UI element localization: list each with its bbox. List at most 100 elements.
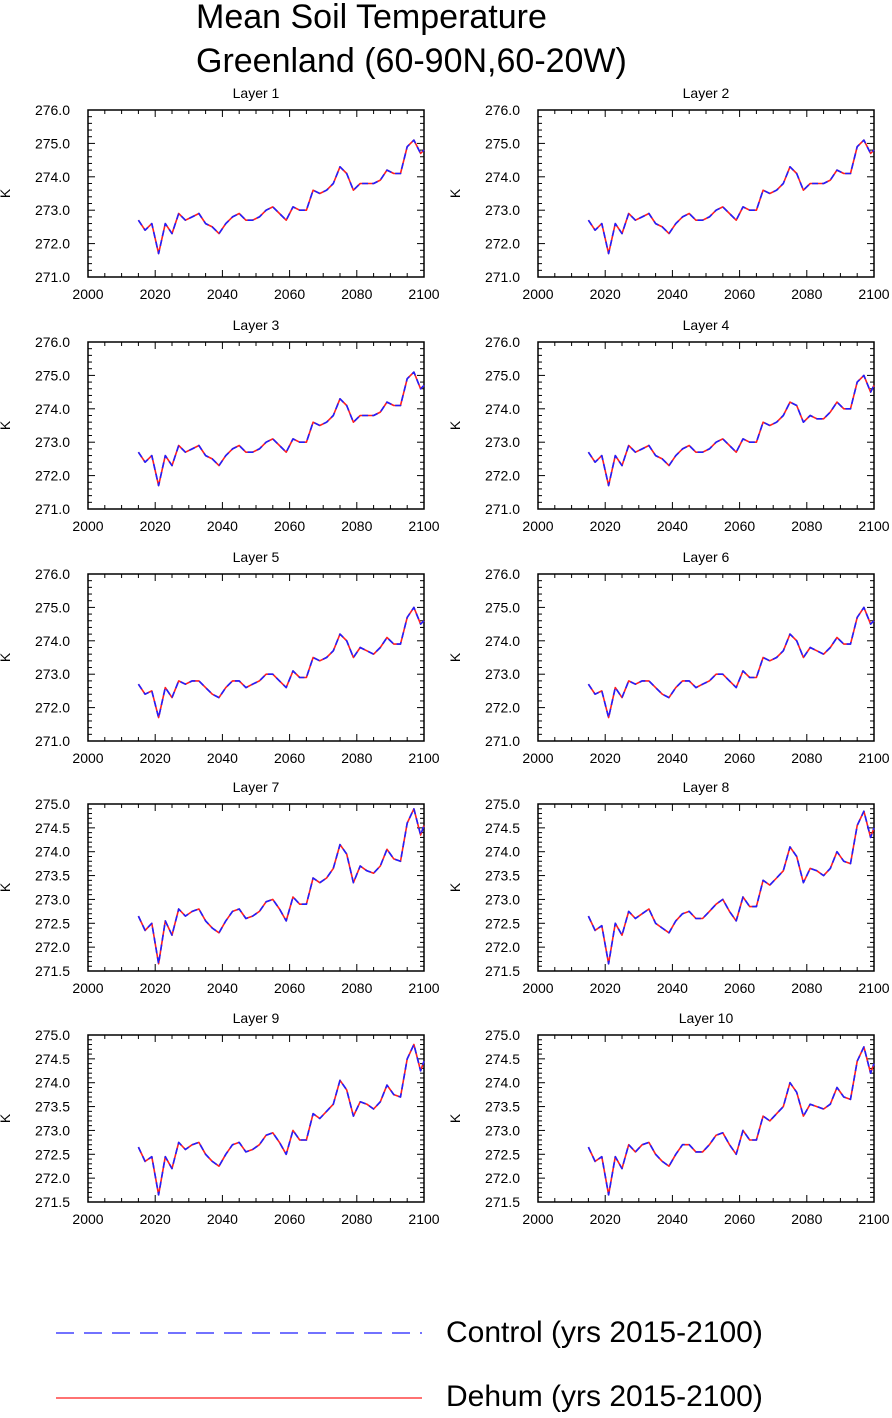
series-dehum-line: [587, 139, 875, 255]
y-tick-label: 274.0: [485, 633, 520, 649]
series-control-line: [137, 1043, 425, 1196]
y-tick-label: 273.0: [35, 666, 70, 682]
panel-title: Layer 3: [233, 317, 280, 333]
x-tick-label: 2020: [590, 286, 621, 302]
series-dehum-line: [137, 807, 425, 965]
layer-panel-4: Layer 4 K 2000 2020 2040 2060 2080 2100 271.0 272…: [447, 317, 890, 534]
figure-title-line-1: Mean Soil Temperature: [196, 0, 547, 36]
y-tick-label: 275.0: [485, 796, 520, 812]
y-tick-label: 275.0: [485, 367, 520, 383]
y-tick-label: 274.0: [485, 844, 520, 860]
x-tick-label: 2020: [140, 980, 171, 996]
x-tick-label: 2100: [858, 518, 889, 534]
y-tick-label: 274.0: [485, 169, 520, 185]
series-dehum-line: [587, 810, 875, 965]
y-tick-label: 274.0: [485, 1075, 520, 1091]
x-tick-label: 2000: [72, 1211, 103, 1227]
y-tick-label: 271.0: [485, 733, 520, 749]
panel-title: Layer 1: [233, 85, 280, 101]
x-tick-label: 2000: [522, 750, 553, 766]
series-dehum-line: [137, 371, 425, 487]
x-tick-label: 2040: [657, 1211, 688, 1227]
y-tick-label: 272.0: [485, 468, 520, 484]
x-tick-label: 2060: [724, 286, 755, 302]
y-tick-label: 272.0: [35, 468, 70, 484]
y-tick-label: 271.0: [485, 501, 520, 517]
y-tick-label: 273.5: [35, 1099, 70, 1115]
series-dehum-line: [587, 374, 875, 487]
plot-frame: [87, 1034, 425, 1203]
layer-panel-6: Layer 6 K 2000 2020 2040 2060 2080 2100 271.0 272…: [447, 549, 890, 766]
y-tick-label: 274.0: [485, 401, 520, 417]
y-tick-label: 271.5: [485, 963, 520, 979]
x-tick-label: 2000: [72, 750, 103, 766]
y-axis-label: K: [447, 1113, 463, 1123]
x-tick-label: 2000: [522, 1211, 553, 1227]
plot-frame: [537, 1034, 875, 1203]
y-tick-label: 272.0: [35, 1170, 70, 1186]
x-tick-label: 2060: [724, 750, 755, 766]
layer-panel-9: Layer 9 K 2000 2020 2040 2060 2080 2100 271.5 272…: [0, 1010, 440, 1227]
panel-title: Layer 5: [233, 549, 280, 565]
y-tick-label: 274.0: [35, 169, 70, 185]
x-tick-label: 2060: [274, 1211, 305, 1227]
legend-control-swatch: [56, 1332, 422, 1334]
x-tick-label: 2020: [140, 1211, 171, 1227]
x-tick-label: 2080: [791, 1211, 822, 1227]
panel-title: Layer 6: [683, 549, 730, 565]
x-tick-label: 2080: [791, 286, 822, 302]
y-tick-label: 274.5: [35, 1051, 70, 1067]
y-axis-label: K: [0, 420, 13, 430]
y-tick-label: 275.0: [35, 367, 70, 383]
y-tick-label: 272.0: [35, 700, 70, 716]
x-tick-label: 2040: [657, 286, 688, 302]
panel-title: Layer 7: [233, 779, 280, 795]
series-control-line: [137, 606, 425, 719]
x-tick-label: 2100: [858, 750, 889, 766]
x-tick-label: 2060: [274, 286, 305, 302]
y-tick-label: 272.5: [485, 915, 520, 931]
panel-title: Layer 2: [683, 85, 730, 101]
x-tick-label: 2080: [791, 750, 822, 766]
x-tick-label: 2040: [657, 518, 688, 534]
plot-frame: [537, 803, 875, 972]
x-tick-label: 2040: [657, 980, 688, 996]
x-tick-label: 2060: [724, 980, 755, 996]
layer-panel-10: Layer 10 K 2000 2020 2040 2060 2080 2100 271.5 27…: [447, 1010, 890, 1227]
x-tick-label: 2000: [72, 286, 103, 302]
x-tick-label: 2100: [858, 980, 889, 996]
plot-frame: [537, 573, 875, 742]
x-tick-label: 2020: [590, 980, 621, 996]
y-tick-label: 272.0: [35, 236, 70, 252]
series-dehum-line: [137, 1043, 425, 1196]
y-tick-label: 271.5: [35, 963, 70, 979]
series-control-line: [587, 374, 875, 487]
panel-title: Layer 4: [683, 317, 730, 333]
layer-panel-3: Layer 3 K 2000 2020 2040 2060 2080 2100 271.0 272…: [0, 317, 440, 534]
y-axis-label: K: [447, 882, 463, 892]
y-tick-label: 272.0: [35, 939, 70, 955]
y-tick-label: 272.0: [485, 700, 520, 716]
x-tick-label: 2080: [341, 286, 372, 302]
y-tick-label: 274.0: [35, 844, 70, 860]
layer-panel-5: Layer 5 K 2000 2020 2040 2060 2080 2100 271.0 272…: [0, 549, 440, 766]
panel-title: Layer 10: [679, 1010, 734, 1026]
x-tick-label: 2080: [341, 518, 372, 534]
y-tick-label: 275.0: [35, 599, 70, 615]
x-tick-label: 2040: [207, 1211, 238, 1227]
y-tick-label: 275.0: [485, 135, 520, 151]
y-tick-label: 272.0: [485, 939, 520, 955]
x-tick-label: 2060: [274, 518, 305, 534]
y-tick-label: 275.0: [485, 1027, 520, 1043]
x-tick-label: 2080: [791, 518, 822, 534]
y-tick-label: 272.0: [485, 236, 520, 252]
x-tick-label: 2040: [207, 980, 238, 996]
x-tick-label: 2040: [207, 750, 238, 766]
series-control-line: [587, 139, 875, 255]
x-tick-label: 2020: [140, 518, 171, 534]
y-tick-label: 275.0: [35, 796, 70, 812]
y-tick-label: 275.0: [485, 599, 520, 615]
series-dehum-line: [587, 606, 875, 719]
series-control-line: [137, 139, 425, 255]
